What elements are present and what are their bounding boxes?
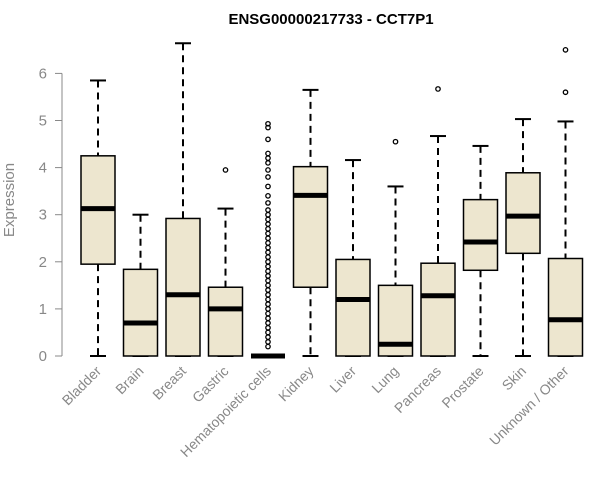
outlier-point bbox=[265, 235, 271, 242]
outlier-point bbox=[392, 138, 399, 145]
plot-area bbox=[80, 42, 584, 359]
box-iqr bbox=[292, 165, 329, 288]
box-iqr bbox=[462, 198, 499, 272]
box-group bbox=[462, 144, 499, 357]
outlier-point bbox=[265, 282, 271, 289]
outlier-point bbox=[265, 339, 271, 345]
outlier-point bbox=[265, 296, 271, 303]
outlier-point bbox=[265, 268, 271, 275]
box-iqr bbox=[335, 258, 371, 357]
box-group bbox=[335, 159, 371, 357]
outlier-point bbox=[265, 240, 271, 246]
outlier-point bbox=[222, 167, 229, 173]
outlier-point bbox=[265, 301, 271, 308]
outlier-point bbox=[265, 211, 271, 218]
outlier-point bbox=[562, 89, 569, 96]
outlier-point bbox=[265, 263, 271, 270]
box-group bbox=[292, 88, 329, 357]
y-tick-label: 1 bbox=[39, 301, 47, 318]
outlier-point bbox=[265, 160, 271, 166]
box-group bbox=[122, 213, 159, 357]
outlier-point bbox=[265, 249, 271, 256]
x-tick-label: Kidney bbox=[275, 363, 317, 405]
outlier-point bbox=[265, 320, 271, 326]
outlier-point bbox=[265, 193, 271, 199]
outlier-point bbox=[265, 258, 271, 265]
x-tick-label: Prostate bbox=[438, 363, 486, 411]
box-iqr bbox=[547, 257, 584, 357]
outlier-point bbox=[265, 254, 271, 260]
outlier-point bbox=[265, 183, 271, 190]
y-tick-label: 0 bbox=[39, 348, 47, 365]
x-tick-label: Skin bbox=[499, 363, 530, 394]
outlier-point bbox=[265, 167, 271, 173]
x-tick-label: Lung bbox=[368, 363, 401, 396]
y-axis-label: Expression bbox=[1, 163, 18, 237]
box-group bbox=[547, 46, 584, 357]
box-group bbox=[420, 86, 456, 357]
outlier-point bbox=[562, 46, 569, 53]
outlier-point bbox=[265, 273, 271, 279]
outlier-point bbox=[265, 329, 271, 336]
box-iqr bbox=[207, 286, 244, 357]
outlier-point bbox=[435, 86, 441, 92]
outlier-point bbox=[265, 277, 271, 284]
outlier-point bbox=[265, 230, 271, 237]
outlier-point bbox=[265, 225, 271, 232]
y-tick-label: 4 bbox=[39, 160, 47, 177]
x-tick-label: Bladder bbox=[59, 363, 105, 409]
x-tick-label: Breast bbox=[149, 363, 189, 403]
outlier-point bbox=[265, 174, 271, 180]
box-iqr bbox=[122, 268, 159, 357]
outlier-point bbox=[265, 334, 271, 341]
outlier-point bbox=[265, 221, 271, 227]
outlier-point bbox=[265, 343, 271, 350]
x-tick-label: Pancreas bbox=[391, 363, 444, 416]
box-group bbox=[251, 120, 285, 359]
box-iqr bbox=[165, 217, 201, 357]
outlier-point bbox=[265, 155, 271, 162]
outlier-point bbox=[265, 207, 271, 213]
box-iqr bbox=[420, 262, 456, 357]
x-tick-label: Unknown / Other bbox=[486, 363, 572, 449]
box-group bbox=[377, 138, 414, 357]
outlier-point bbox=[265, 200, 271, 206]
outlier-point bbox=[265, 306, 271, 312]
box-group bbox=[207, 167, 244, 357]
outlier-point bbox=[265, 150, 271, 157]
y-tick-label: 3 bbox=[39, 207, 47, 224]
y-tick-label: 6 bbox=[39, 65, 47, 82]
box-group bbox=[165, 42, 201, 357]
chart-title: ENSG00000217733 - CCT7P1 bbox=[228, 11, 433, 28]
y-tick-label: 2 bbox=[39, 254, 47, 271]
outlier-point bbox=[265, 120, 271, 127]
outlier-point bbox=[265, 287, 271, 293]
outlier-point bbox=[265, 244, 271, 251]
outlier-point bbox=[265, 216, 271, 223]
y-axis: 0 1 2 3 4 5 6 bbox=[39, 65, 63, 365]
outlier-point bbox=[265, 136, 271, 143]
outlier-point bbox=[265, 310, 271, 317]
x-tick-label: Brain bbox=[112, 363, 146, 397]
outlier-point bbox=[265, 291, 271, 298]
y-tick-label: 5 bbox=[39, 113, 47, 130]
x-tick-label: Liver bbox=[326, 363, 359, 396]
outlier-point bbox=[265, 315, 271, 322]
box-group bbox=[505, 118, 541, 357]
box-iqr bbox=[505, 172, 541, 255]
box-group bbox=[80, 79, 116, 357]
outlier-point bbox=[265, 324, 271, 331]
